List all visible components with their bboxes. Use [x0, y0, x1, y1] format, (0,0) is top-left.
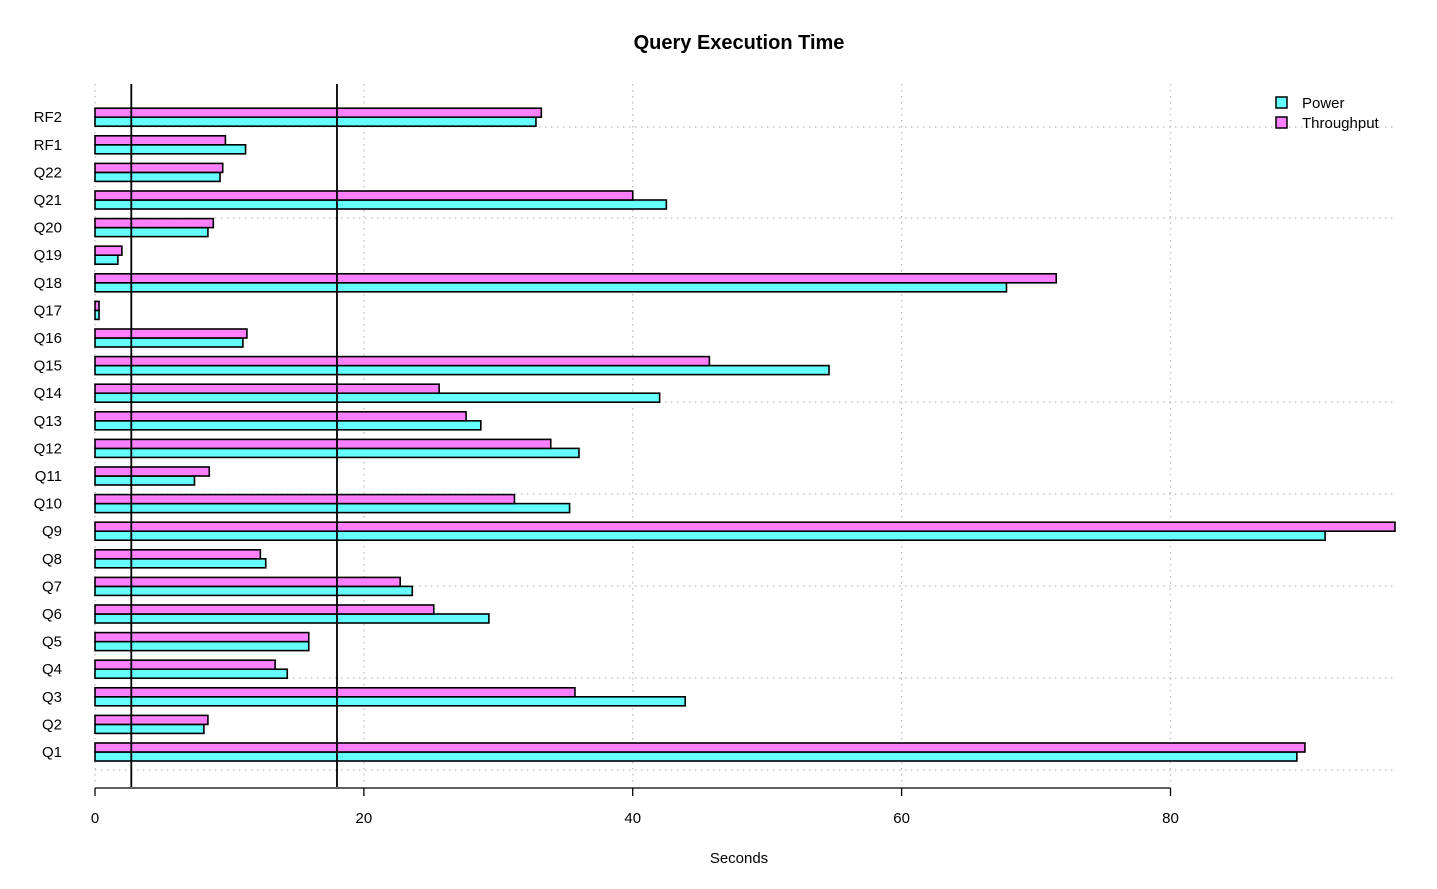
y-tick-label: Q1: [42, 744, 62, 761]
chart-title: Query Execution Time: [634, 32, 845, 54]
legend-swatch-throughput: [1275, 116, 1288, 129]
bar-throughput-q8: [94, 548, 262, 560]
bar-throughput-q13: [94, 410, 467, 422]
bar-power-rf1: [94, 144, 247, 155]
bar-power-q15: [94, 364, 830, 376]
bar-power-q20: [94, 226, 209, 238]
bar-power-q13: [94, 419, 482, 431]
bar-throughput-q1: [94, 742, 1306, 753]
y-tick-label: Q18: [34, 275, 62, 292]
bar-throughput-q2: [94, 714, 209, 726]
bar-throughput-q17: [94, 300, 100, 312]
y-tick-label: Q7: [42, 578, 62, 595]
bar-power-q11: [94, 475, 196, 486]
bar-power-q14: [94, 392, 661, 404]
bar-throughput-q20: [94, 217, 215, 229]
y-tick-label: Q19: [34, 247, 62, 264]
bar-power-q5: [94, 640, 310, 652]
y-tick-label: Q14: [34, 385, 62, 402]
bar-throughput-q6: [94, 604, 435, 615]
y-tick-label: Q16: [34, 330, 62, 347]
bar-throughput-q18: [94, 272, 1058, 284]
y-tick-label: Q5: [42, 634, 62, 651]
bar-throughput-q12: [94, 438, 552, 450]
bar-power-q4: [94, 668, 289, 680]
y-tick-label: Q3: [42, 689, 62, 706]
legend-label-power: Power: [1302, 95, 1345, 112]
bar-throughput-q4: [94, 659, 276, 671]
bar-power-q17: [94, 309, 100, 321]
legend-label-throughput: Throughput: [1302, 115, 1380, 132]
y-tick-label: Q17: [34, 302, 62, 319]
y-tick-label: Q6: [42, 606, 62, 623]
bar-throughput-q14: [94, 383, 440, 395]
y-tick-label: RF2: [34, 109, 62, 126]
x-tick-label: 20: [356, 810, 373, 827]
reference-lines: [130, 84, 338, 787]
bar-power-q16: [94, 337, 244, 348]
legend: Power Throughput: [1275, 95, 1380, 132]
x-axis: 0 20 40 60 80: [91, 787, 1179, 827]
y-tick-label: Q4: [42, 661, 62, 678]
bar-power-q22: [94, 171, 221, 183]
bar-throughput-q21: [94, 190, 634, 201]
x-axis-label: Seconds: [710, 850, 768, 867]
bar-power-q9: [94, 530, 1326, 542]
bar-throughput-q22: [94, 162, 224, 174]
bar-power-q1: [94, 751, 1298, 762]
bar-throughput-q10: [94, 493, 516, 505]
y-axis-labels: Q1 Q2 Q3 Q4 Q5 Q6 Q7 Q8 Q9 Q10 Q11 Q12 Q13 Q14 Q15 Q16 Q…: [34, 109, 62, 761]
bar-power-q19: [94, 254, 119, 265]
bar-throughput-q9: [94, 521, 1396, 533]
grid-lines: [94, 84, 1395, 784]
bar-power-q3: [94, 695, 686, 707]
x-tick-label: 60: [893, 810, 910, 827]
bar-power-q2: [94, 723, 205, 735]
legend-swatch-power: [1275, 96, 1288, 109]
bar-throughput-q5: [94, 631, 310, 643]
x-tick-label: 80: [1162, 810, 1179, 827]
bar-throughput-q16: [94, 328, 248, 339]
bar-power-q10: [94, 502, 571, 514]
x-tick-label: 40: [624, 810, 641, 827]
y-tick-label: Q12: [34, 440, 62, 457]
y-tick-label: Q8: [42, 551, 62, 568]
x-tick-label: 0: [91, 810, 99, 827]
y-tick-label: Q22: [34, 164, 62, 181]
bar-power-q6: [94, 613, 490, 624]
bar-power-q8: [94, 557, 267, 569]
bars: [94, 107, 1396, 762]
y-tick-label: Q2: [42, 716, 62, 733]
bar-throughput-q7: [94, 576, 401, 588]
y-tick-label: Q13: [34, 413, 62, 430]
bar-throughput-q3: [94, 686, 576, 698]
y-tick-label: Q21: [34, 192, 62, 209]
y-tick-label: RF1: [34, 137, 62, 154]
bar-power-rf2: [94, 116, 537, 127]
y-tick-label: Q15: [34, 358, 62, 375]
bar-throughput-q15: [94, 355, 711, 367]
y-tick-label: Q20: [34, 220, 62, 237]
y-tick-label: Q9: [42, 523, 62, 540]
bar-power-q18: [94, 281, 1008, 293]
y-tick-label: Q11: [35, 468, 62, 485]
y-tick-label: Q10: [34, 496, 62, 513]
bar-power-q7: [94, 585, 414, 597]
bar-throughput-rf1: [94, 135, 227, 146]
bar-throughput-rf2: [94, 107, 543, 118]
bar-power-q21: [94, 199, 668, 210]
bar-throughput-q19: [94, 245, 123, 256]
bar-throughput-q11: [94, 466, 211, 477]
